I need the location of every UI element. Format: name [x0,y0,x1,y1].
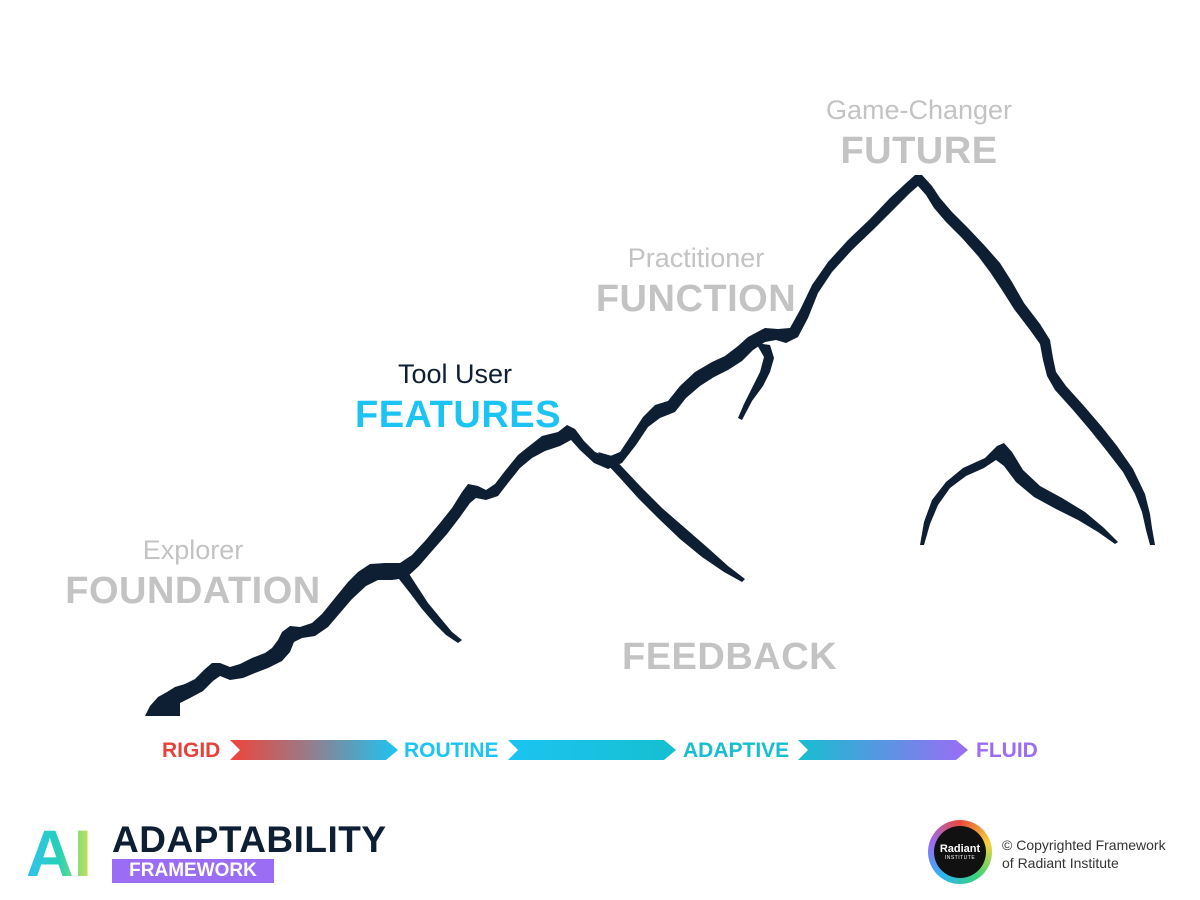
stage-role-label: Practitioner [627,243,765,273]
stage-role-label: Explorer [142,535,244,565]
stage-features: Tool User FEATURES [355,359,561,436]
copyright-line: © Copyrighted Framework [1002,837,1166,853]
radiant-logo-sub: INSTITUTE [944,855,976,861]
stage-name-label: FEATURES [355,394,561,436]
scale-label-adaptive: ADAPTIVE [683,739,790,762]
scale-label-routine: ROUTINE [404,739,499,762]
logo-subtitle-badge: FRAMEWORK [112,859,274,883]
stage-role-label: Game-Changer [825,95,1013,125]
radiant-logo-name: Radiant [939,843,981,855]
logo-title: ADAPTABILITY [112,819,387,860]
stage-role-label: Tool User [397,359,513,389]
stage-name-label: FOUNDATION [65,570,321,612]
copyright-line: of Radiant Institute [1002,855,1119,871]
stage-name-label: FUNCTION [595,278,797,320]
radiant-logo-inner: Radiant INSTITUTE [934,826,986,878]
scale-arrow-routine-adaptive [508,740,676,760]
feedback-label: FEEDBACK [622,636,838,678]
stage-foundation: Explorer FOUNDATION [62,535,324,612]
stage-future: Game-Changer FUTURE [808,95,1030,172]
stage-function: Practitioner FUNCTION [590,243,802,320]
scale-label-fluid: FLUID [976,739,1038,762]
scale-arrow-adaptive-fluid [798,740,968,760]
scale-label-rigid: RIGID [162,739,221,762]
radiant-institute-logo-icon: Radiant INSTITUTE [928,820,992,884]
logo-ai-mark: AI [26,816,92,890]
stage-name-label: FUTURE [840,130,998,172]
copyright-notice: © Copyrighted Framework of Radiant Insti… [1002,836,1166,872]
scale-arrow-rigid-routine [230,740,398,760]
framework-logo: AI ADAPTABILITY FRAMEWORK [26,820,386,890]
